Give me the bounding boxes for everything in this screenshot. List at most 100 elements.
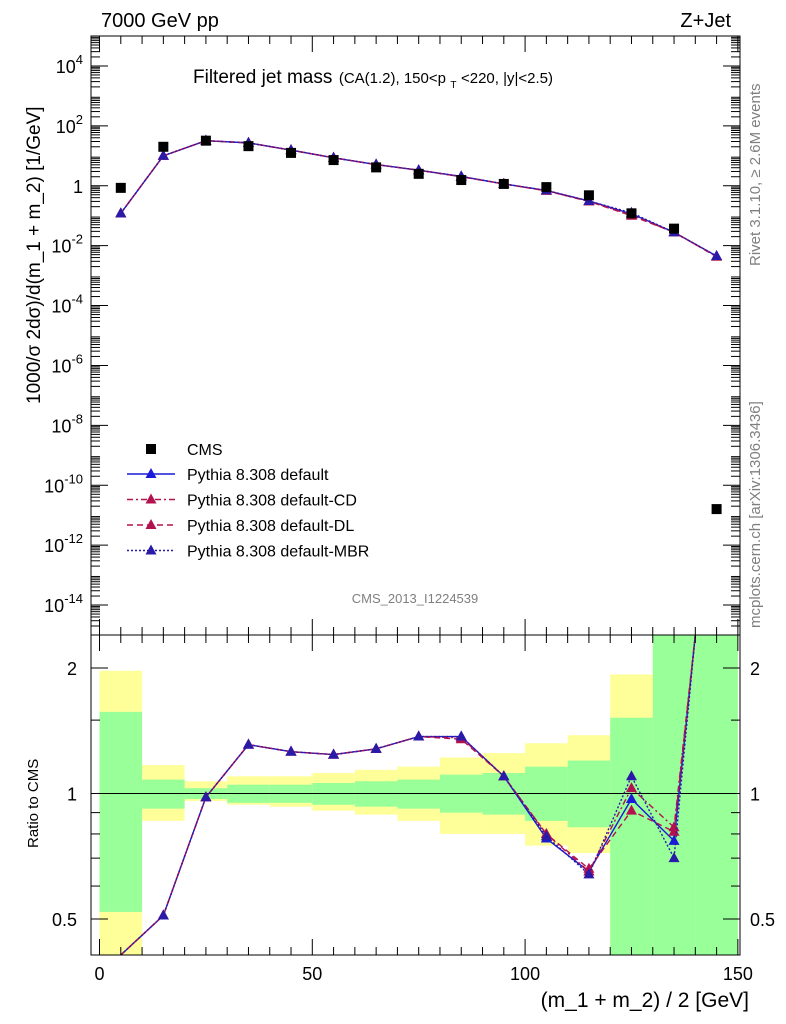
cms-data-point: [371, 162, 382, 173]
ratio-series-point: [625, 782, 637, 793]
ratio-series-point: [328, 748, 340, 759]
cms-data-point: [626, 208, 637, 219]
main-y-tick-label: 104: [56, 52, 83, 77]
cms-data-point: [583, 190, 594, 201]
rivet-label: Rivet 3.1.10, ≥ 2.6M events: [747, 84, 764, 267]
main-y-tick-label: 1: [73, 177, 83, 197]
ratio-series-point: [625, 804, 637, 815]
legend: CMS Pythia 8.308 default Pythia 8.308 defa…: [127, 442, 369, 561]
legend-series-marker: [145, 544, 157, 555]
ratio-series-point: [625, 770, 637, 781]
x-tick-label: 0: [95, 964, 105, 984]
main-series-line: [120, 139, 717, 258]
tick-exp: -12: [64, 531, 83, 546]
ratio-ylabel: Ratio to CMS: [25, 759, 42, 848]
main-data-layer: [115, 134, 723, 515]
ratio-y-tick-label: 2: [67, 659, 77, 679]
tick-base: 10: [51, 237, 71, 257]
tick-exp: -2: [71, 232, 83, 247]
cms-data-point: [286, 147, 297, 158]
legend-cms-label: CMS: [187, 442, 223, 459]
ratio-series-point: [583, 862, 595, 873]
ratio-y-tick-label-right: 1: [750, 785, 760, 805]
plot-title: Filtered jet mass (CA(1.2), 150<p T <220…: [193, 67, 553, 92]
ratio-frame: [90, 634, 741, 956]
cms-data-point: [413, 168, 424, 179]
tick-base: 10: [56, 117, 76, 137]
main-y-tick-label: 10-8: [51, 411, 83, 436]
main-y-tick-label: 10-12: [44, 531, 83, 556]
legend-series-label: Pythia 8.308 default: [187, 467, 329, 484]
ratio-series-point: [498, 770, 510, 781]
ratio-panel: 0.5 0.5 1 1 2 2 0 50 100 150: [52, 634, 775, 984]
ratio-series-point: [540, 830, 552, 841]
ratio-green-band: [652, 635, 696, 955]
cms-data-point: [541, 182, 552, 193]
ratio-series-point: [285, 745, 297, 756]
main-ylabel: 1000/σ 2dσ)/d(m_1 + m_2) [1/GeV]: [24, 106, 45, 404]
ratio-green-band: [695, 635, 738, 955]
legend-series-label: Pythia 8.308 default-CD: [187, 493, 357, 510]
cms-data-point: [456, 175, 467, 186]
tick-base: 10: [44, 596, 64, 616]
main-series-line: [120, 139, 717, 257]
header-left: 7000 GeV pp: [101, 10, 219, 32]
main-y-tick-label: 10-14: [44, 591, 83, 616]
tick-base: 1: [73, 177, 83, 197]
cms-data-point: [498, 178, 509, 189]
x-axis-label: (m_1 + m_2) / 2 [GeV]: [541, 989, 749, 1012]
ratio-green-band: [142, 779, 185, 809]
ratio-series-point: [625, 793, 637, 804]
cms-data-point: [200, 135, 211, 146]
ratio-series-point: [668, 852, 680, 863]
ratio-green-band: [610, 717, 653, 955]
main-series-point: [711, 250, 723, 261]
tick-exp: -8: [71, 411, 83, 426]
main-series-point: [157, 149, 169, 160]
tick-base: 10: [44, 476, 64, 496]
plot-title-cuts: (CA(1.2), 150<p: [339, 70, 446, 87]
plot-title-cuts-rest: <220, |y|<2.5): [461, 70, 553, 87]
legend-series-marker: [145, 519, 157, 529]
ratio-bands-layer: [91, 635, 740, 955]
ratio-y-tick-label: 0.5: [52, 910, 77, 930]
ratio-series-point: [413, 730, 425, 741]
plot-title-main: Filtered jet mass: [193, 67, 332, 88]
cms-data-point: [243, 141, 254, 152]
legend-series-label: Pythia 8.308 default-DL: [187, 518, 354, 535]
tick-base: 10: [51, 297, 71, 317]
ratio-series-point: [242, 738, 254, 749]
tick-exp: 2: [76, 112, 83, 127]
legend-cms-marker: [146, 444, 156, 454]
ratio-y-tick-label-right: 0.5: [750, 910, 775, 930]
tick-exp: -4: [71, 292, 83, 307]
ratio-series-point: [583, 868, 595, 879]
cms-data-point: [669, 223, 680, 234]
cms-data-point: [328, 155, 339, 166]
tick-exp: -14: [64, 591, 83, 606]
ratio-data-layer: [120, 634, 697, 956]
legend-series-label: Pythia 8.308 default-MBR: [187, 544, 369, 561]
main-series-point: [115, 207, 127, 218]
ratio-green-band: [397, 779, 440, 809]
main-series-line: [120, 139, 717, 258]
x-tick-label: 100: [510, 964, 540, 984]
x-tick-label: 150: [723, 964, 753, 984]
main-series-line: [120, 139, 717, 257]
ratio-green-band: [99, 711, 143, 912]
cms-data-point: [115, 182, 126, 193]
tick-base: 10: [44, 536, 64, 556]
tick-exp: -10: [64, 471, 83, 486]
main-y-tick-label: 10-6: [51, 351, 83, 376]
tick-exp: 4: [76, 52, 83, 67]
tick-base: 10: [51, 356, 71, 376]
tick-base: 10: [56, 57, 76, 77]
analysis-id: CMS_2013_I1224539: [352, 591, 479, 606]
legend-series-marker: [145, 468, 157, 478]
ratio-y-tick-label: 1: [67, 785, 77, 805]
ratio-series-point: [370, 742, 382, 753]
legend-series-marker: [145, 493, 157, 504]
